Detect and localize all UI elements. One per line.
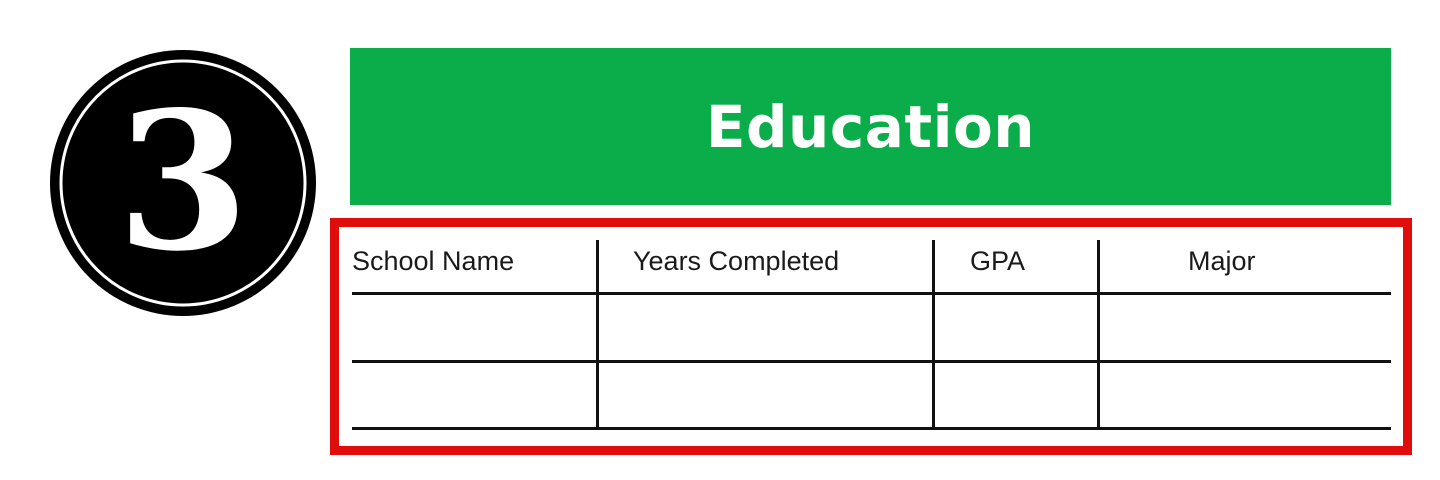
education-table-frame bbox=[330, 218, 1412, 455]
row-divider bbox=[352, 360, 1391, 363]
header-gpa: GPA bbox=[970, 246, 1026, 276]
column-divider bbox=[596, 240, 599, 430]
table-row-1-gpa[interactable] bbox=[936, 296, 1097, 360]
column-divider bbox=[932, 240, 935, 430]
header-divider bbox=[352, 292, 1391, 295]
column-divider bbox=[1097, 240, 1100, 430]
table-row-2-major[interactable] bbox=[1101, 364, 1391, 427]
header-major: Major bbox=[1188, 246, 1256, 276]
step-number-badge: 3 bbox=[48, 48, 318, 318]
table-row-2-gpa[interactable] bbox=[936, 364, 1097, 427]
section-title: Education bbox=[705, 92, 1036, 161]
table-row-1-years-completed[interactable] bbox=[600, 296, 932, 360]
row-divider bbox=[352, 427, 1391, 430]
table-row-2-years-completed[interactable] bbox=[600, 364, 932, 427]
table-row-2-school-name[interactable] bbox=[352, 364, 596, 427]
table-row-1-school-name[interactable] bbox=[352, 296, 596, 360]
header-school-name: School Name bbox=[352, 246, 515, 276]
badge-number: 3 bbox=[117, 70, 249, 293]
header-years-completed: Years Completed bbox=[633, 246, 840, 276]
table-row-1-major[interactable] bbox=[1101, 296, 1391, 360]
section-header: Education bbox=[350, 48, 1391, 205]
